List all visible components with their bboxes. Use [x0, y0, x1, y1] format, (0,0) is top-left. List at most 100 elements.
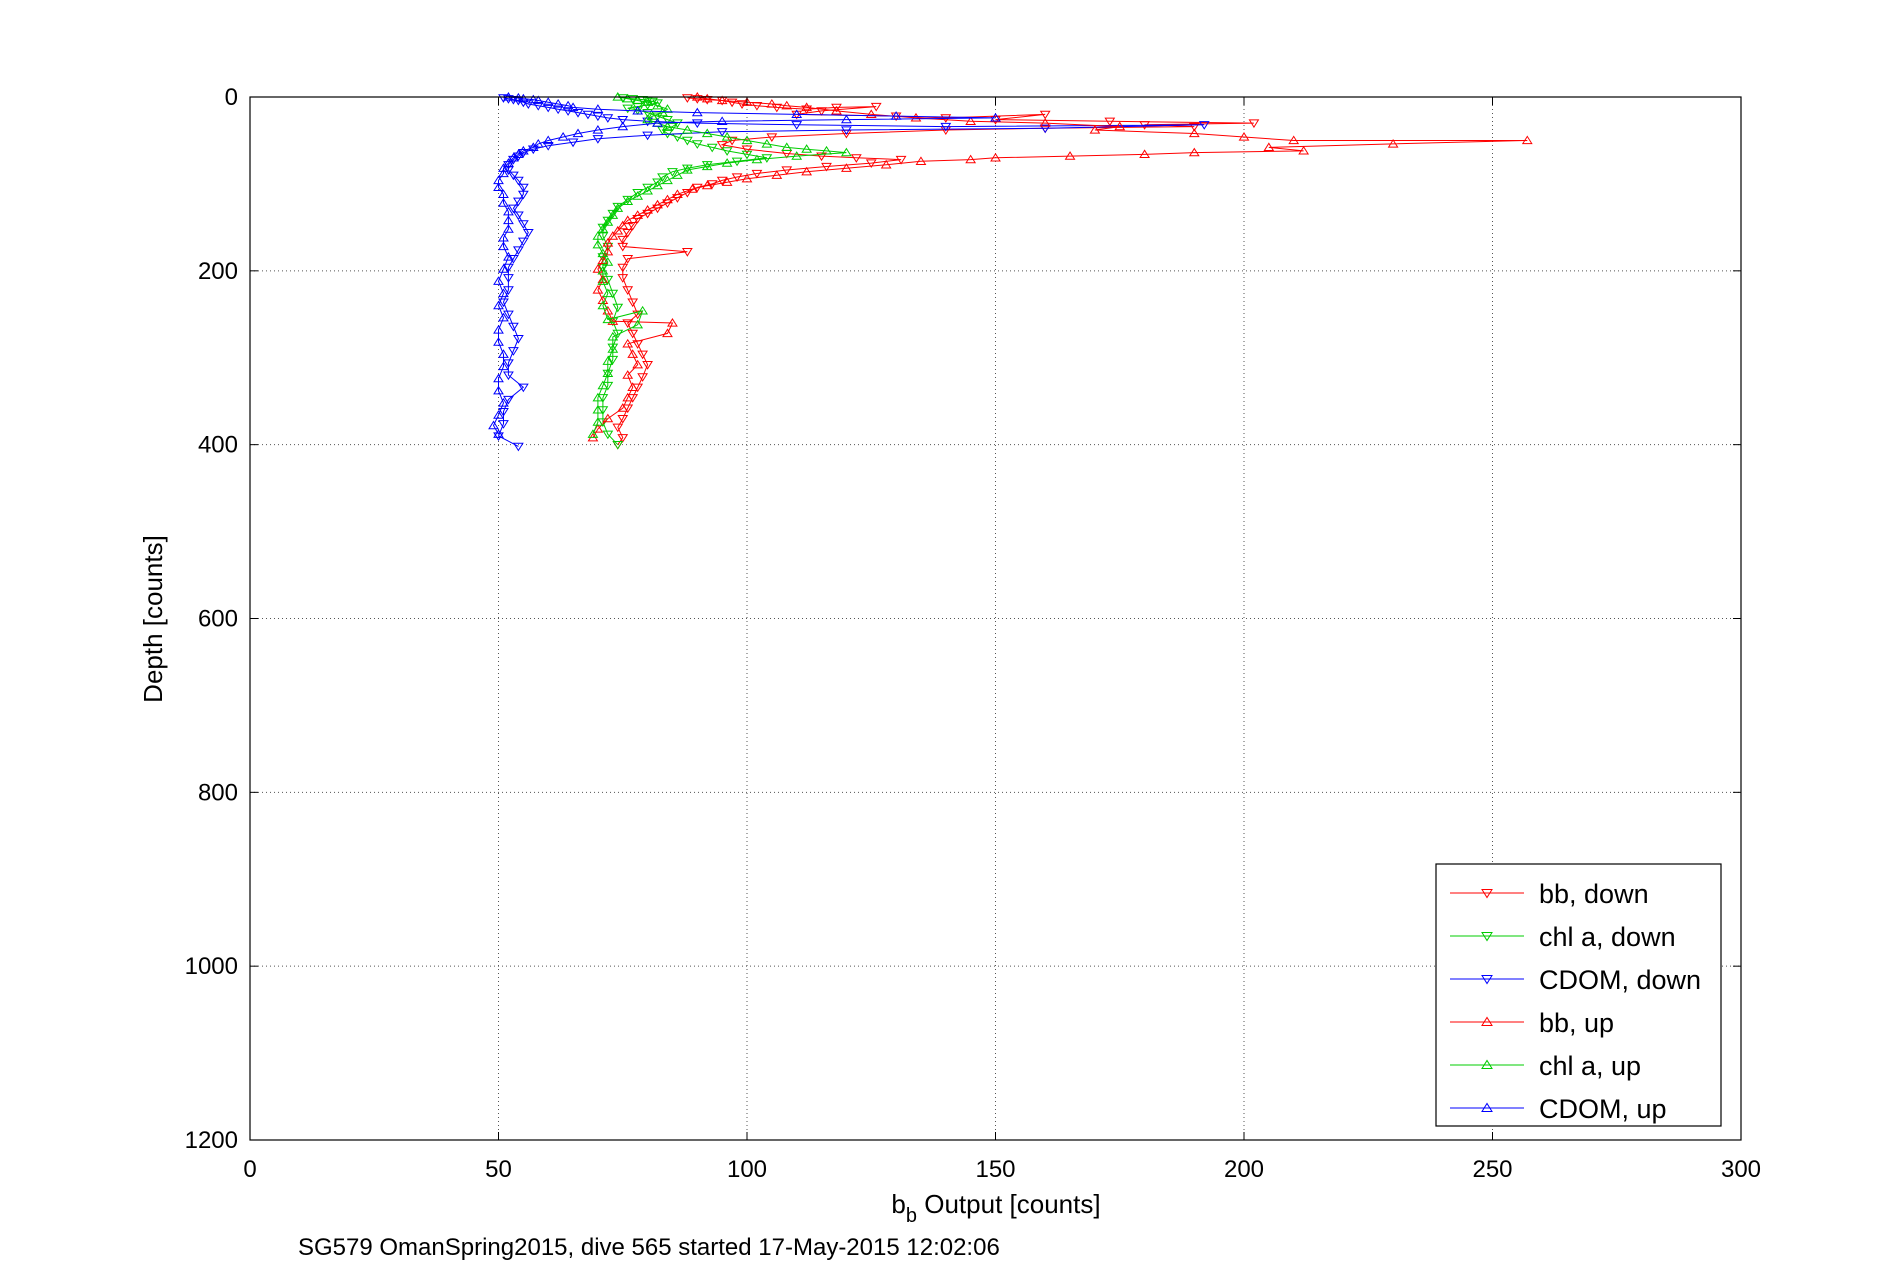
data-point [652, 199, 663, 209]
data-point [532, 95, 544, 105]
data-point [667, 168, 678, 177]
data-point [865, 109, 877, 119]
data-point [1248, 119, 1260, 129]
data-point [542, 103, 554, 113]
data-point [637, 373, 649, 382]
data-point [552, 105, 564, 115]
data-point [890, 111, 902, 120]
data-point [1139, 149, 1151, 159]
x-tick-label: 300 [1721, 1156, 1761, 1183]
data-point [503, 224, 514, 233]
data-point [512, 149, 524, 159]
legend-marker [1481, 889, 1493, 899]
data-point [508, 204, 519, 214]
legend-entry-label: chl a, up [1539, 1051, 1641, 1081]
data-point [617, 235, 629, 245]
series-3 [587, 92, 1533, 442]
data-point [503, 251, 514, 261]
data-point [617, 274, 629, 283]
data-point [508, 255, 519, 264]
data-point [597, 255, 609, 265]
legend-entry-label: CDOM, up [1539, 1094, 1667, 1124]
data-point [632, 359, 644, 369]
data-point [493, 324, 504, 334]
data-point [850, 154, 862, 163]
data-point [612, 423, 624, 433]
data-point [503, 359, 514, 368]
data-point [831, 103, 842, 113]
data-point [681, 125, 693, 134]
x-tick-label: 0 [243, 1156, 256, 1183]
data-point [617, 242, 629, 252]
data-point [637, 350, 649, 360]
data-point [1198, 121, 1210, 130]
data-point [781, 100, 793, 110]
data-point [602, 413, 614, 423]
data-point [567, 102, 579, 112]
x-tick-label: 250 [1472, 1156, 1512, 1183]
data-point [632, 95, 644, 105]
data-point [681, 248, 693, 257]
x-tick-label: 200 [1224, 1156, 1264, 1183]
data-point [602, 305, 614, 315]
data-point [597, 248, 609, 258]
data-point [801, 166, 813, 176]
data-point [741, 135, 753, 145]
data-point [652, 100, 663, 110]
data-point [990, 112, 1001, 122]
data-point [647, 111, 658, 120]
data-point [617, 121, 629, 131]
data-point [627, 349, 639, 358]
legend-entry-label: chl a, down [1539, 922, 1676, 952]
data-point [517, 383, 529, 393]
data-point [741, 97, 753, 106]
footer-caption: SG579 OmanSpring2015, dive 565 started 1… [298, 1234, 1000, 1261]
data-point [503, 274, 514, 283]
data-point [617, 115, 629, 125]
data-point [612, 303, 624, 313]
data-point [498, 264, 509, 273]
data-point [642, 114, 654, 124]
data-point [716, 176, 728, 186]
data-point [508, 152, 519, 162]
data-point [1387, 138, 1399, 148]
data-point [781, 142, 793, 152]
data-point [498, 232, 509, 242]
y-tick-label: 1200 [185, 1127, 238, 1154]
data-point [1039, 110, 1051, 120]
data-point [597, 300, 609, 310]
data-point [498, 241, 509, 251]
data-point [821, 145, 832, 155]
y-tick-label: 600 [198, 606, 238, 633]
data-point [721, 177, 733, 186]
data-point [831, 105, 842, 115]
data-point [493, 276, 504, 285]
data-point [681, 188, 693, 198]
data-point [642, 183, 654, 193]
data-point [527, 142, 539, 152]
data-point [522, 100, 534, 109]
data-point [895, 155, 907, 165]
data-point [801, 144, 813, 153]
data-point [617, 403, 629, 412]
data-point [512, 197, 524, 207]
data-point [498, 189, 509, 198]
data-point [592, 284, 604, 294]
x-tick-label: 50 [485, 1156, 512, 1183]
y-tick-label: 400 [198, 432, 238, 459]
y-tick-label: 1000 [185, 953, 238, 980]
data-point [681, 94, 693, 103]
data-point [1521, 135, 1533, 145]
data-point [681, 136, 693, 146]
data-point [512, 176, 524, 186]
data-point [493, 373, 504, 383]
data-point [761, 138, 773, 148]
data-point [816, 107, 827, 116]
data-point [766, 98, 778, 108]
data-point [840, 163, 852, 172]
data-point [652, 99, 663, 109]
legend-marker [1481, 1102, 1493, 1112]
data-point [607, 231, 619, 240]
data-point [498, 349, 509, 358]
x-tick-label: 150 [975, 1156, 1015, 1183]
